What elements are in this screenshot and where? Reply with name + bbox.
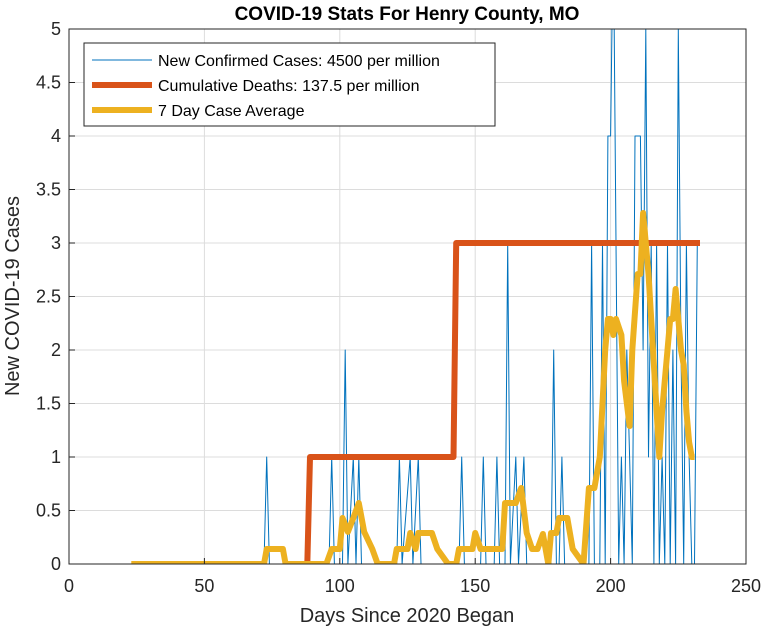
y-tick-label: 4 [51,126,61,146]
chart-title: COVID-19 Stats For Henry County, MO [235,4,580,25]
series-layer [131,29,700,564]
legend-box [83,42,496,127]
y-tick-label: 2.5 [36,287,61,307]
series-deaths-line [304,240,700,564]
y-tick-label: 4.5 [36,73,61,93]
series-average-line [131,210,695,564]
series-new-cases-line [131,29,698,564]
x-tick-label: 150 [460,576,490,596]
y-tick-label: 1 [51,447,61,467]
y-axis-label: New COVID-19 Cases [2,196,24,396]
legend: New Confirmed Cases: 4500 per million Cu… [83,42,496,127]
y-tick-label: 5 [51,19,61,39]
x-tick-label: 250 [731,576,761,596]
y-tick-label: 0 [51,554,61,574]
legend-label-new-cases: New Confirmed Cases: 4500 per million [158,53,440,70]
x-axis-label: Days Since 2020 Began [300,605,515,627]
tick-labels: 0 50 100 150 200 250 0 0.5 1 1.5 2 2.5 3 3.5 4 4.5 5 [36,19,761,596]
legend-label-deaths: Cumulative Deaths: 137.5 per million [158,78,419,95]
y-tick-label: 0.5 [36,501,61,521]
y-tick-label: 3 [51,233,61,253]
y-tick-label: 3.5 [36,180,61,200]
y-tick-label: 1.5 [36,394,61,414]
ticks [68,28,747,565]
y-tick-label: 2 [51,340,61,360]
x-tick-label: 0 [64,576,74,596]
legend-label-average: 7 Day Case Average [158,103,305,120]
x-tick-label: 100 [325,576,355,596]
x-tick-label: 50 [194,576,214,596]
x-tick-label: 200 [596,576,626,596]
